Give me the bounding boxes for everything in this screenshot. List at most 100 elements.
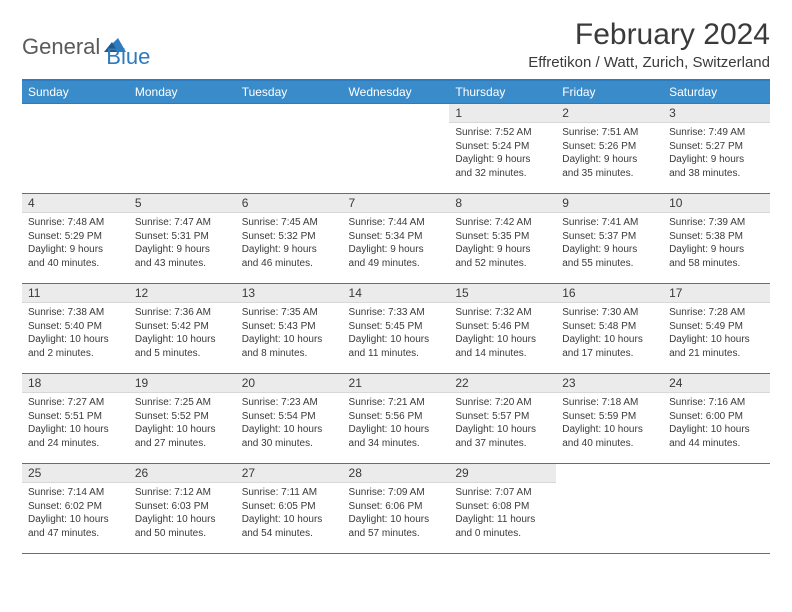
day-sun-info: Sunrise: 7:33 AMSunset: 5:45 PMDaylight:…: [343, 303, 450, 363]
calendar-day-cell: 18Sunrise: 7:27 AMSunset: 5:51 PMDayligh…: [22, 374, 129, 464]
day-number: 18: [22, 374, 129, 393]
logo-text-general: General: [22, 34, 100, 60]
calendar-day-cell: [236, 104, 343, 194]
day-number: 14: [343, 284, 450, 303]
day-sun-info: Sunrise: 7:11 AMSunset: 6:05 PMDaylight:…: [236, 483, 343, 543]
day-number: 28: [343, 464, 450, 483]
day-sun-info: Sunrise: 7:12 AMSunset: 6:03 PMDaylight:…: [129, 483, 236, 543]
day-header: Sunday: [22, 80, 129, 104]
calendar-day-cell: 8Sunrise: 7:42 AMSunset: 5:35 PMDaylight…: [449, 194, 556, 284]
calendar-day-cell: 13Sunrise: 7:35 AMSunset: 5:43 PMDayligh…: [236, 284, 343, 374]
calendar-day-cell: [22, 104, 129, 194]
day-sun-info: Sunrise: 7:23 AMSunset: 5:54 PMDaylight:…: [236, 393, 343, 453]
header: General Blue February 2024 Effretikon / …: [22, 18, 770, 71]
day-number: 2: [556, 104, 663, 123]
calendar-day-cell: 25Sunrise: 7:14 AMSunset: 6:02 PMDayligh…: [22, 464, 129, 554]
day-number: 26: [129, 464, 236, 483]
day-header-row: Sunday Monday Tuesday Wednesday Thursday…: [22, 80, 770, 104]
calendar-day-cell: 4Sunrise: 7:48 AMSunset: 5:29 PMDaylight…: [22, 194, 129, 284]
calendar-day-cell: 16Sunrise: 7:30 AMSunset: 5:48 PMDayligh…: [556, 284, 663, 374]
day-number: 27: [236, 464, 343, 483]
logo: General Blue: [22, 18, 150, 70]
logo-text-blue: Blue: [106, 44, 150, 70]
day-number: 7: [343, 194, 450, 213]
day-sun-info: Sunrise: 7:21 AMSunset: 5:56 PMDaylight:…: [343, 393, 450, 453]
day-sun-info: Sunrise: 7:47 AMSunset: 5:31 PMDaylight:…: [129, 213, 236, 273]
day-sun-info: Sunrise: 7:52 AMSunset: 5:24 PMDaylight:…: [449, 123, 556, 183]
day-number: 11: [22, 284, 129, 303]
day-number: 25: [22, 464, 129, 483]
day-sun-info: Sunrise: 7:32 AMSunset: 5:46 PMDaylight:…: [449, 303, 556, 363]
day-sun-info: Sunrise: 7:30 AMSunset: 5:48 PMDaylight:…: [556, 303, 663, 363]
calendar-day-cell: 5Sunrise: 7:47 AMSunset: 5:31 PMDaylight…: [129, 194, 236, 284]
day-header: Monday: [129, 80, 236, 104]
day-sun-info: Sunrise: 7:27 AMSunset: 5:51 PMDaylight:…: [22, 393, 129, 453]
day-sun-info: Sunrise: 7:25 AMSunset: 5:52 PMDaylight:…: [129, 393, 236, 453]
calendar-week-row: 18Sunrise: 7:27 AMSunset: 5:51 PMDayligh…: [22, 374, 770, 464]
day-number: 23: [556, 374, 663, 393]
calendar-day-cell: 3Sunrise: 7:49 AMSunset: 5:27 PMDaylight…: [663, 104, 770, 194]
day-sun-info: Sunrise: 7:16 AMSunset: 6:00 PMDaylight:…: [663, 393, 770, 453]
day-sun-info: Sunrise: 7:14 AMSunset: 6:02 PMDaylight:…: [22, 483, 129, 543]
calendar-week-row: 1Sunrise: 7:52 AMSunset: 5:24 PMDaylight…: [22, 104, 770, 194]
day-number: 24: [663, 374, 770, 393]
day-number: 5: [129, 194, 236, 213]
day-header: Wednesday: [343, 80, 450, 104]
day-number: 13: [236, 284, 343, 303]
day-number: 29: [449, 464, 556, 483]
calendar-day-cell: [343, 104, 450, 194]
calendar-day-cell: 28Sunrise: 7:09 AMSunset: 6:06 PMDayligh…: [343, 464, 450, 554]
calendar-day-cell: 22Sunrise: 7:20 AMSunset: 5:57 PMDayligh…: [449, 374, 556, 464]
day-sun-info: Sunrise: 7:39 AMSunset: 5:38 PMDaylight:…: [663, 213, 770, 273]
day-number: 9: [556, 194, 663, 213]
day-sun-info: Sunrise: 7:41 AMSunset: 5:37 PMDaylight:…: [556, 213, 663, 273]
day-number: 17: [663, 284, 770, 303]
calendar-day-cell: 10Sunrise: 7:39 AMSunset: 5:38 PMDayligh…: [663, 194, 770, 284]
day-number: 21: [343, 374, 450, 393]
calendar-day-cell: 27Sunrise: 7:11 AMSunset: 6:05 PMDayligh…: [236, 464, 343, 554]
title-block: February 2024 Effretikon / Watt, Zurich,…: [528, 18, 770, 71]
day-number: 22: [449, 374, 556, 393]
day-header: Saturday: [663, 80, 770, 104]
day-number: 16: [556, 284, 663, 303]
calendar-day-cell: [663, 464, 770, 554]
calendar-day-cell: [556, 464, 663, 554]
day-sun-info: Sunrise: 7:20 AMSunset: 5:57 PMDaylight:…: [449, 393, 556, 453]
calendar-day-cell: 19Sunrise: 7:25 AMSunset: 5:52 PMDayligh…: [129, 374, 236, 464]
day-header: Tuesday: [236, 80, 343, 104]
day-sun-info: Sunrise: 7:36 AMSunset: 5:42 PMDaylight:…: [129, 303, 236, 363]
day-sun-info: Sunrise: 7:28 AMSunset: 5:49 PMDaylight:…: [663, 303, 770, 363]
calendar-day-cell: 9Sunrise: 7:41 AMSunset: 5:37 PMDaylight…: [556, 194, 663, 284]
day-sun-info: Sunrise: 7:49 AMSunset: 5:27 PMDaylight:…: [663, 123, 770, 183]
day-sun-info: Sunrise: 7:44 AMSunset: 5:34 PMDaylight:…: [343, 213, 450, 273]
day-header: Friday: [556, 80, 663, 104]
day-sun-info: Sunrise: 7:42 AMSunset: 5:35 PMDaylight:…: [449, 213, 556, 273]
day-sun-info: Sunrise: 7:18 AMSunset: 5:59 PMDaylight:…: [556, 393, 663, 453]
calendar-day-cell: 20Sunrise: 7:23 AMSunset: 5:54 PMDayligh…: [236, 374, 343, 464]
calendar-day-cell: 1Sunrise: 7:52 AMSunset: 5:24 PMDaylight…: [449, 104, 556, 194]
calendar-day-cell: 7Sunrise: 7:44 AMSunset: 5:34 PMDaylight…: [343, 194, 450, 284]
day-number: 20: [236, 374, 343, 393]
calendar-week-row: 4Sunrise: 7:48 AMSunset: 5:29 PMDaylight…: [22, 194, 770, 284]
day-number: 8: [449, 194, 556, 213]
day-number: 3: [663, 104, 770, 123]
calendar-day-cell: 12Sunrise: 7:36 AMSunset: 5:42 PMDayligh…: [129, 284, 236, 374]
calendar-week-row: 11Sunrise: 7:38 AMSunset: 5:40 PMDayligh…: [22, 284, 770, 374]
day-sun-info: Sunrise: 7:07 AMSunset: 6:08 PMDaylight:…: [449, 483, 556, 543]
day-number: 10: [663, 194, 770, 213]
calendar-day-cell: 23Sunrise: 7:18 AMSunset: 5:59 PMDayligh…: [556, 374, 663, 464]
calendar-day-cell: 14Sunrise: 7:33 AMSunset: 5:45 PMDayligh…: [343, 284, 450, 374]
calendar-day-cell: 21Sunrise: 7:21 AMSunset: 5:56 PMDayligh…: [343, 374, 450, 464]
day-sun-info: Sunrise: 7:51 AMSunset: 5:26 PMDaylight:…: [556, 123, 663, 183]
day-number: 1: [449, 104, 556, 123]
day-number: 15: [449, 284, 556, 303]
day-number: 6: [236, 194, 343, 213]
day-sun-info: Sunrise: 7:35 AMSunset: 5:43 PMDaylight:…: [236, 303, 343, 363]
day-sun-info: Sunrise: 7:48 AMSunset: 5:29 PMDaylight:…: [22, 213, 129, 273]
day-number: 19: [129, 374, 236, 393]
calendar-day-cell: 6Sunrise: 7:45 AMSunset: 5:32 PMDaylight…: [236, 194, 343, 284]
calendar-day-cell: 29Sunrise: 7:07 AMSunset: 6:08 PMDayligh…: [449, 464, 556, 554]
day-sun-info: Sunrise: 7:45 AMSunset: 5:32 PMDaylight:…: [236, 213, 343, 273]
day-sun-info: Sunrise: 7:38 AMSunset: 5:40 PMDaylight:…: [22, 303, 129, 363]
calendar-table: Sunday Monday Tuesday Wednesday Thursday…: [22, 79, 770, 554]
